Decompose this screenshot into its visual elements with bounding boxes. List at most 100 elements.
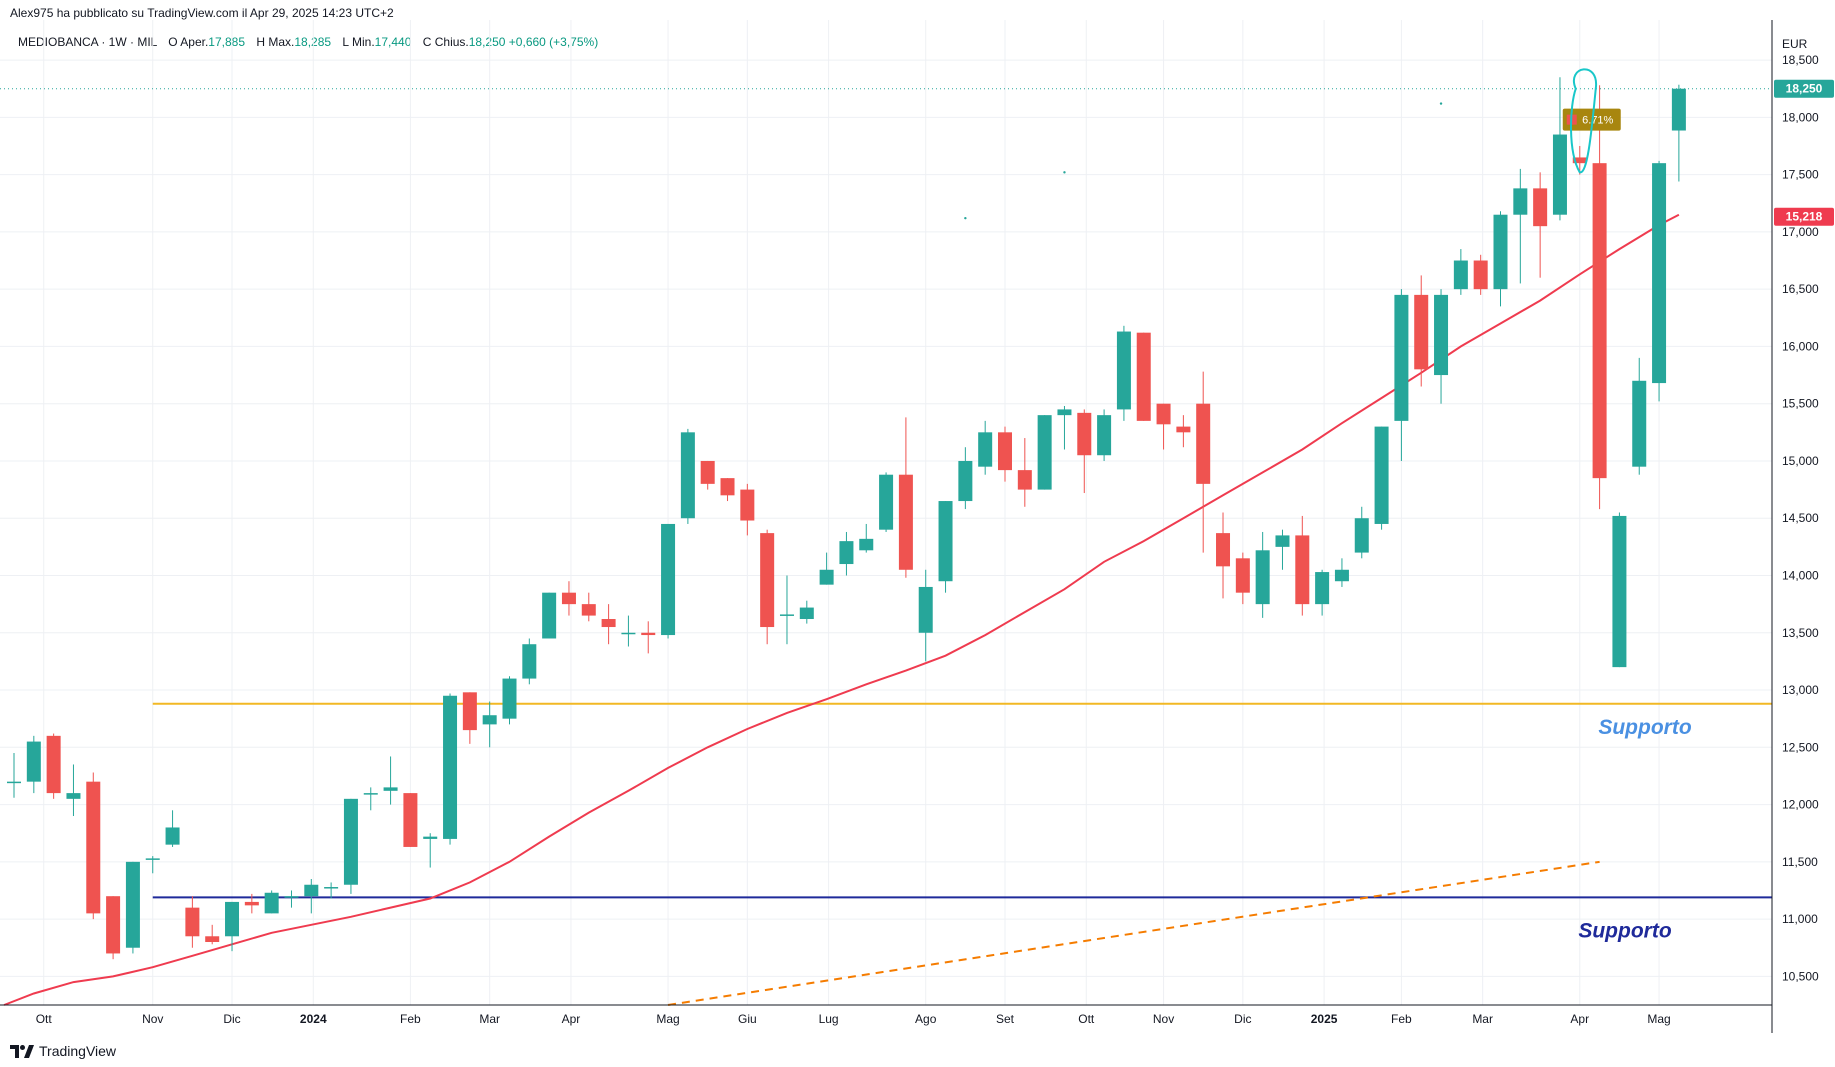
symbol-name[interactable]: MEDIOBANCA · 1W · MIL [18, 35, 157, 49]
candle-body [621, 632, 636, 635]
x-tick-label: 2024 [300, 1012, 327, 1026]
low-label: L [342, 35, 349, 49]
candle [304, 879, 319, 914]
candle-body [1552, 134, 1567, 215]
x-tick-label: Lug [819, 1012, 839, 1026]
x-tick-label: Apr [562, 1012, 581, 1026]
candle [1552, 77, 1567, 221]
candle-body [244, 901, 259, 906]
candle-body [879, 474, 894, 530]
y-tick-label: 14,000 [1782, 568, 1819, 582]
x-tick-label: Dic [223, 1012, 240, 1026]
candle [502, 676, 517, 725]
candle [1453, 249, 1468, 295]
candle-body [1414, 294, 1429, 370]
candle [1275, 529, 1290, 570]
marker-dot [964, 216, 967, 220]
candle-body [462, 692, 477, 731]
x-tick-label: Mar [1472, 1012, 1493, 1026]
candle [1057, 405, 1072, 450]
candle [462, 692, 477, 744]
y-tick-label: 16,000 [1782, 339, 1819, 353]
candle-body [403, 793, 418, 847]
y-tick-label: 11,500 [1782, 855, 1818, 869]
candle-body [1374, 426, 1389, 524]
candle-body [1572, 157, 1587, 164]
candle-body [779, 614, 794, 616]
candle-body [898, 474, 913, 570]
candle [1235, 552, 1250, 605]
candle [1652, 160, 1667, 402]
candle-body [26, 741, 41, 782]
candle-body [284, 896, 299, 898]
candle [760, 529, 775, 645]
candle [898, 417, 913, 578]
x-tick-label: Mag [656, 1012, 679, 1026]
candle-body [1513, 188, 1528, 215]
y-tick-label: 11,000 [1782, 912, 1818, 926]
candle-body [1116, 331, 1131, 410]
candle [185, 896, 200, 948]
candle-body [859, 538, 874, 551]
candle-body [1136, 332, 1151, 421]
candle-body [1453, 260, 1468, 290]
y-tick-label: 15,000 [1782, 454, 1819, 468]
candle [720, 478, 735, 502]
moving-average-line [3, 213, 1680, 1006]
candle [1315, 569, 1330, 616]
y-tick-label: 10,500 [1782, 969, 1819, 983]
candle-body [522, 644, 537, 679]
tradingview-logo[interactable]: TradingView [10, 1043, 116, 1059]
candle-body [1196, 403, 1211, 484]
low-value: 17,440 [374, 35, 412, 49]
candle-body [1334, 569, 1349, 582]
x-tick-label: Feb [1391, 1012, 1412, 1026]
candle-body [918, 586, 933, 633]
candle-body [1295, 535, 1310, 605]
open-label: O [168, 35, 178, 49]
candle-body [205, 936, 220, 943]
reference-lines [0, 88, 1772, 1006]
candle-body [1493, 214, 1508, 290]
candle [1612, 512, 1627, 668]
candle [205, 924, 220, 945]
high-prefix: Max. [268, 35, 295, 49]
candle [26, 735, 41, 794]
candle-body [1612, 515, 1627, 668]
candle-body [343, 798, 358, 885]
candle [423, 833, 438, 868]
candle-body [1275, 535, 1290, 547]
candle [106, 896, 121, 960]
candle [383, 756, 398, 805]
candle [1216, 512, 1231, 599]
candle-body [363, 793, 378, 795]
y-tick-label: 13,500 [1782, 626, 1819, 640]
published-by: Alex975 ha pubblicato su TradingView.com… [10, 6, 394, 20]
candle [1295, 515, 1310, 616]
x-tick-label: Feb [400, 1012, 421, 1026]
x-tick-label: Ott [36, 1012, 53, 1026]
candle [1334, 558, 1349, 587]
candle-body [502, 678, 517, 719]
candle-body [1315, 572, 1330, 605]
candle-body [165, 827, 180, 845]
candle [1533, 172, 1548, 278]
marker-dot [1439, 102, 1443, 105]
y-tick-label: 13,000 [1782, 683, 1819, 697]
candle [1136, 332, 1151, 421]
candle [1493, 211, 1508, 307]
candle-body [740, 489, 755, 521]
candle [363, 787, 378, 811]
tradingview-icon [10, 1044, 34, 1058]
hand-drawn-circle [1570, 68, 1597, 174]
candle-body [978, 432, 993, 467]
candle [1077, 409, 1092, 494]
open-value: 17,885 [208, 35, 245, 49]
ma-price-bg [1774, 207, 1834, 226]
candle [700, 460, 715, 490]
change-value: +0,660 (+3,75%) [508, 35, 599, 49]
candle [125, 861, 140, 954]
x-tick-label: 2025 [1311, 1012, 1338, 1026]
candle [1116, 325, 1131, 421]
